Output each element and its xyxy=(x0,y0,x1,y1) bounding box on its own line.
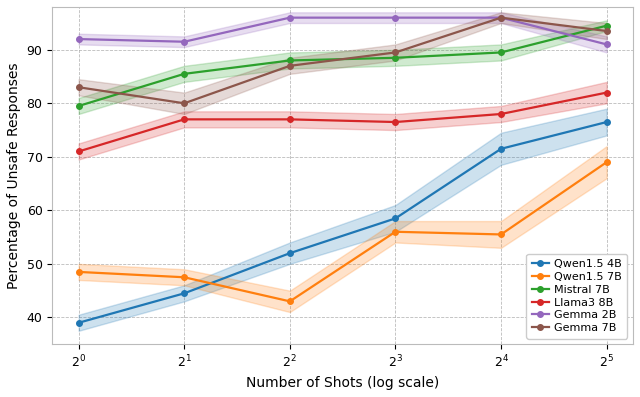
Qwen1.5 4B xyxy=(180,291,188,296)
Qwen1.5 7B xyxy=(286,299,294,304)
Gemma 7B xyxy=(75,85,83,90)
Mistral 7B xyxy=(180,71,188,76)
Y-axis label: Percentage of Unsafe Responses: Percentage of Unsafe Responses xyxy=(7,62,21,289)
Llama3 8B xyxy=(603,90,611,95)
Qwen1.5 7B xyxy=(75,270,83,274)
Gemma 7B xyxy=(286,64,294,68)
Mistral 7B xyxy=(392,56,399,60)
Qwen1.5 7B xyxy=(392,229,399,234)
Gemma 2B xyxy=(392,15,399,20)
X-axis label: Number of Shots (log scale): Number of Shots (log scale) xyxy=(246,376,439,390)
Line: Llama3 8B: Llama3 8B xyxy=(76,90,609,154)
Qwen1.5 4B xyxy=(497,146,505,151)
Line: Qwen1.5 4B: Qwen1.5 4B xyxy=(76,119,609,326)
Line: Qwen1.5 7B: Qwen1.5 7B xyxy=(76,160,609,304)
Mistral 7B xyxy=(75,104,83,108)
Llama3 8B xyxy=(286,117,294,122)
Line: Mistral 7B: Mistral 7B xyxy=(76,23,609,109)
Llama3 8B xyxy=(392,119,399,124)
Line: Gemma 2B: Gemma 2B xyxy=(76,15,609,47)
Qwen1.5 4B xyxy=(286,251,294,256)
Gemma 2B xyxy=(180,39,188,44)
Line: Gemma 7B: Gemma 7B xyxy=(76,15,609,106)
Qwen1.5 4B xyxy=(603,119,611,124)
Gemma 7B xyxy=(497,15,505,20)
Mistral 7B xyxy=(603,23,611,28)
Qwen1.5 7B xyxy=(180,275,188,279)
Qwen1.5 4B xyxy=(75,320,83,325)
Llama3 8B xyxy=(75,149,83,154)
Qwen1.5 4B xyxy=(392,216,399,221)
Qwen1.5 7B xyxy=(497,232,505,237)
Gemma 2B xyxy=(75,37,83,41)
Gemma 2B xyxy=(497,15,505,20)
Gemma 7B xyxy=(180,101,188,106)
Gemma 2B xyxy=(603,42,611,47)
Gemma 7B xyxy=(392,50,399,55)
Legend: Qwen1.5 4B, Qwen1.5 7B, Mistral 7B, Llama3 8B, Gemma 2B, Gemma 7B: Qwen1.5 4B, Qwen1.5 7B, Mistral 7B, Llam… xyxy=(527,254,627,339)
Llama3 8B xyxy=(180,117,188,122)
Qwen1.5 7B xyxy=(603,160,611,165)
Mistral 7B xyxy=(497,50,505,55)
Llama3 8B xyxy=(497,112,505,116)
Gemma 2B xyxy=(286,15,294,20)
Mistral 7B xyxy=(286,58,294,63)
Gemma 7B xyxy=(603,29,611,33)
